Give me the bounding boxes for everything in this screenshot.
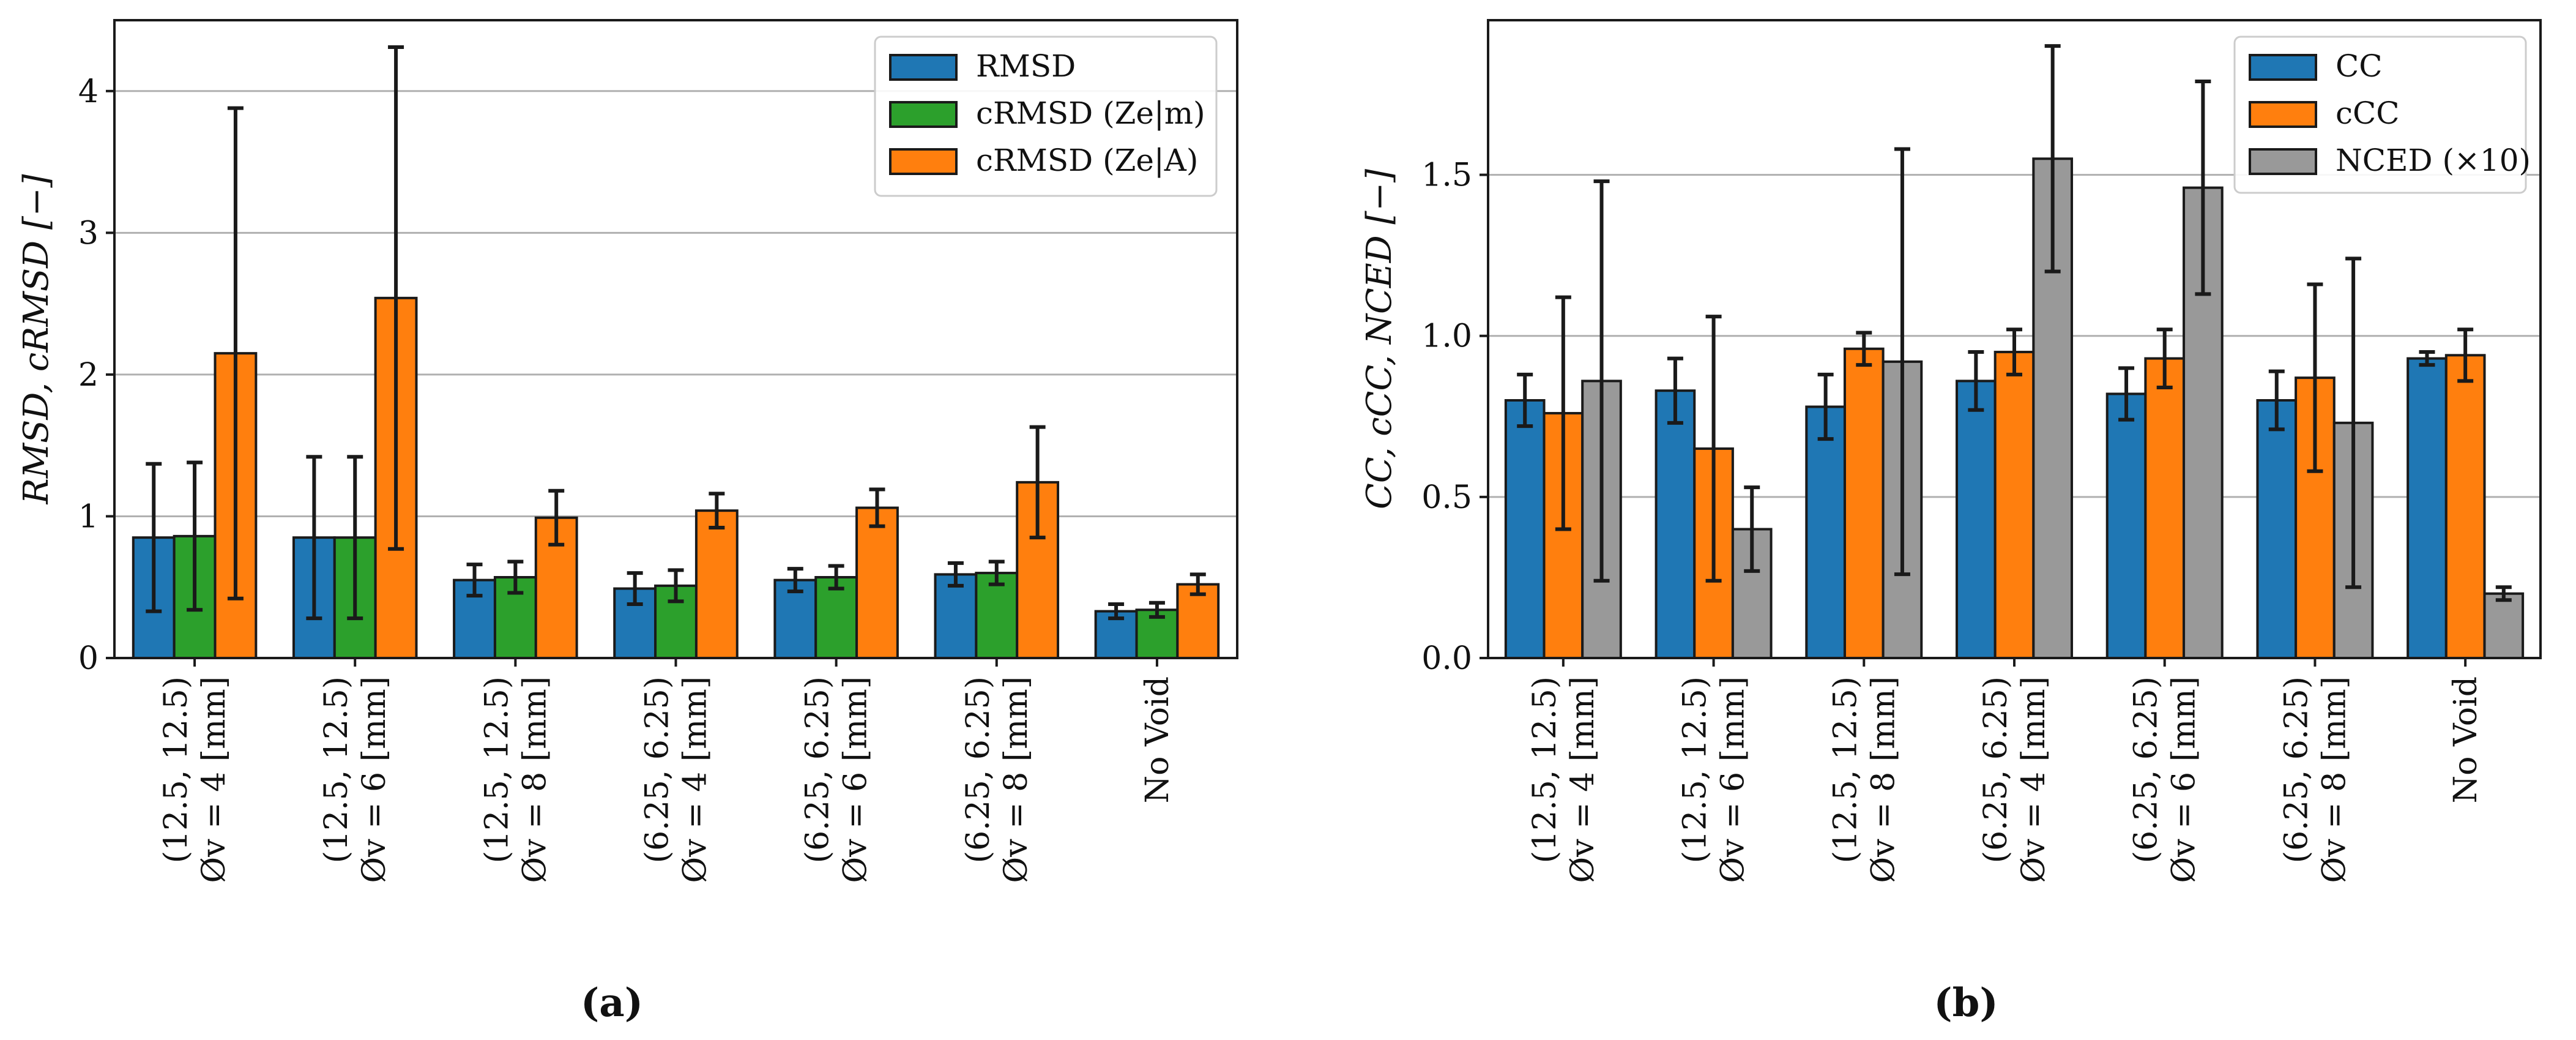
x-tick-label: (6.25, 6.25): [2128, 676, 2165, 863]
x-tick-label: Øv = 4 [mm]: [677, 676, 714, 883]
bar: [1805, 405, 1846, 659]
legend-swatch: [889, 148, 958, 175]
x-tick-label: Øv = 6 [mm]: [1715, 676, 1752, 883]
panel-b: 0.0 0.5 1.0 1.5 CC, cCC, NCED [−] (12.5, 12.5…: [1360, 19, 2542, 1026]
bar: [1993, 351, 2035, 659]
x-tick-label: (12.5, 12.5): [318, 676, 355, 863]
x-tick-label: (12.5, 12.5): [478, 676, 515, 863]
bar: [2105, 392, 2147, 659]
x-tick-label: Øv = 8 [mm]: [1865, 676, 1902, 883]
bar: [934, 573, 978, 659]
legend-swatch: [2249, 101, 2317, 128]
legend-label: cRMSD (Ze|A): [976, 143, 1198, 178]
legend-swatch: [889, 54, 958, 81]
legend-swatch: [2249, 54, 2317, 81]
x-tick-label: Øv = 4 [mm]: [2016, 676, 2052, 883]
legend-box: [874, 36, 1218, 197]
x-tick-label: No Void: [2448, 676, 2484, 803]
x-tick-label: Øv = 4 [mm]: [1565, 676, 1601, 883]
panel-label: (b): [1934, 980, 1998, 1026]
x-tick-label: Øv = 8 [mm]: [998, 676, 1035, 883]
bar: [2483, 592, 2525, 660]
x-tick-label: Øv = 6 [mm]: [2166, 676, 2203, 883]
x-tick-label: (12.5, 12.5): [1677, 676, 1714, 863]
bar: [975, 572, 1019, 659]
x-tick-label: (12.5, 12.5): [1527, 676, 1563, 863]
bar: [1504, 398, 1546, 660]
x-tick-label: Øv = 4 [mm]: [196, 676, 233, 883]
bar: [694, 509, 739, 660]
x-tick-label: (12.5, 12.5): [158, 676, 195, 863]
y-tick-label: 1: [78, 498, 99, 535]
bar: [2256, 398, 2298, 660]
bar: [855, 506, 899, 659]
x-tick-label: Øv = 6 [mm]: [838, 676, 874, 883]
x-tick-label: (6.25, 6.25): [2278, 676, 2315, 863]
x-tick-label: (6.25, 6.25): [960, 676, 997, 863]
panel-label: (a): [581, 980, 643, 1026]
y-tick-label: 0: [78, 640, 99, 677]
bar: [1956, 380, 1997, 659]
bar: [1016, 481, 1060, 659]
x-tick-label: Øv = 6 [mm]: [356, 676, 393, 883]
y-tick-label: 2: [78, 357, 99, 394]
bar: [2144, 357, 2186, 659]
x-tick-label: Øv = 8 [mm]: [516, 676, 553, 883]
bar: [1655, 389, 1696, 659]
x-tick-label: (6.25, 6.25): [639, 676, 676, 863]
y-axis-label: CC, cCC, NCED [−]: [1360, 169, 1399, 509]
y-tick-label: 1.0: [1421, 318, 1472, 355]
y-tick-label: 1.5: [1421, 157, 1472, 194]
bar: [1843, 347, 1885, 660]
y-tick-label: 4: [78, 73, 99, 110]
x-tick-label: (12.5, 12.5): [1827, 676, 1864, 863]
bar: [2444, 354, 2486, 659]
legend-swatch: [889, 101, 958, 128]
y-tick-label: 3: [78, 215, 99, 252]
x-tick-label: No Void: [1139, 676, 1176, 803]
legend-label: RMSD: [976, 48, 1076, 84]
legend-label: NCED (×10): [2336, 143, 2531, 178]
y-tick-label: 0.0: [1421, 640, 1472, 677]
legend-label: cCC: [2336, 95, 2400, 131]
legend-label: CC: [2336, 48, 2383, 84]
x-tick-label: (6.25, 6.25): [1978, 676, 2014, 863]
x-tick-label: (6.25, 6.25): [800, 676, 836, 863]
bar: [2407, 357, 2448, 659]
x-tick-label: Øv = 8 [mm]: [2316, 676, 2353, 883]
legend-label: cRMSD (Ze|m): [976, 95, 1205, 131]
legend-swatch: [2249, 148, 2317, 175]
y-tick-label: 0.5: [1421, 479, 1472, 516]
y-axis-label: RMSD, cRMSD [−]: [17, 174, 56, 504]
